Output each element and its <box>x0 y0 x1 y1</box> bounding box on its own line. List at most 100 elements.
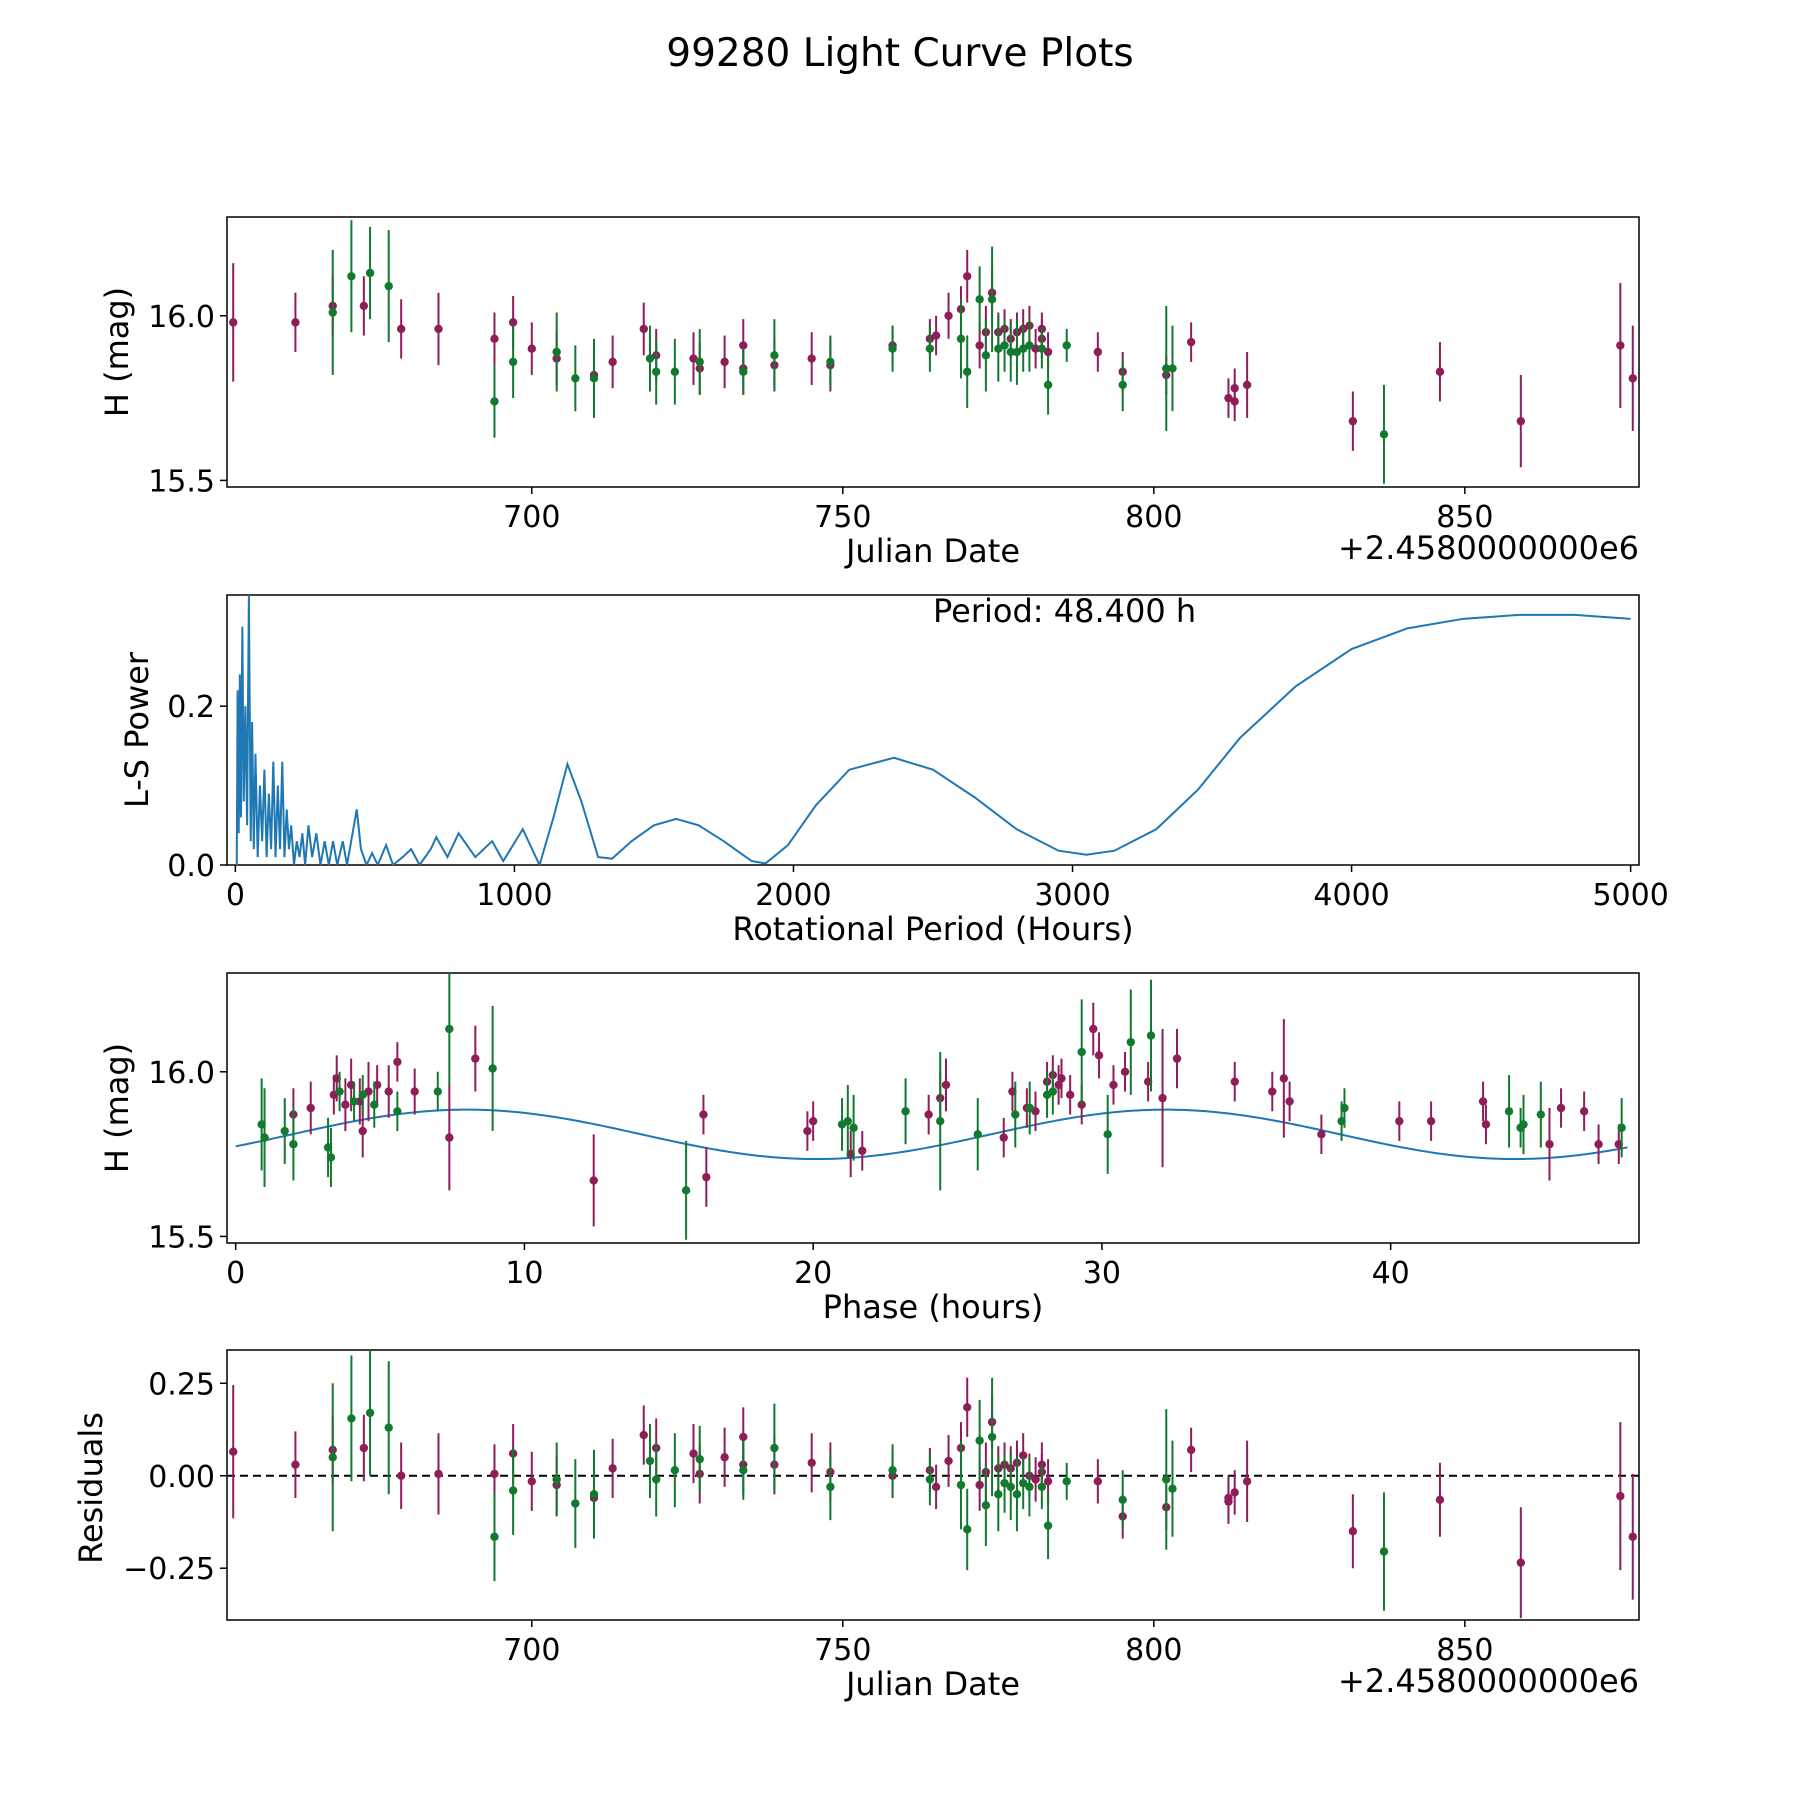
data-point <box>280 1126 289 1136</box>
data-point <box>858 1146 867 1156</box>
data-point <box>689 1449 698 1458</box>
panel-residuals-xlabel: Julian Date <box>844 1665 1020 1703</box>
periodogram-line <box>235 595 1631 865</box>
data-point <box>1616 1491 1625 1501</box>
data-point <box>670 367 680 376</box>
data-point <box>944 311 953 320</box>
data-point <box>1395 1116 1404 1126</box>
x-tick-label: 850 <box>1436 500 1493 535</box>
x-tick-label: 3000 <box>1034 878 1110 913</box>
data-point <box>571 374 580 383</box>
data-point <box>1279 1074 1289 1083</box>
data-point <box>645 1456 655 1466</box>
data-point <box>358 1126 367 1136</box>
data-point <box>1379 1547 1389 1556</box>
data-point <box>975 1480 984 1490</box>
x-tick-label: 800 <box>1125 1633 1182 1668</box>
data-point <box>1516 416 1526 426</box>
x-tick-label: 0 <box>226 878 245 913</box>
data-point <box>807 354 816 363</box>
data-point <box>359 301 369 311</box>
data-point <box>359 1443 369 1453</box>
data-point <box>1037 1482 1047 1492</box>
panel-periodogram-frame <box>226 594 1640 866</box>
data-point <box>807 1458 816 1468</box>
data-point <box>720 357 729 367</box>
x-tick-label: 850 <box>1436 1633 1493 1668</box>
panel-periodogram-data <box>235 595 1631 865</box>
data-point <box>963 272 972 281</box>
data-point <box>689 354 698 363</box>
data-point <box>699 1110 708 1119</box>
data-point <box>1120 1067 1130 1076</box>
data-point <box>1628 374 1637 383</box>
y-tick-label: −0.25 <box>123 1552 215 1587</box>
x-tick-label: 750 <box>814 500 871 535</box>
panel-residuals-data <box>227 1350 1639 1619</box>
data-point <box>924 1110 933 1119</box>
data-point <box>803 1126 812 1136</box>
panel-phased: 0 10 20 30 40 15.5 16.0 Phase (hours) H (mag) <box>98 972 1640 1326</box>
data-point <box>975 1436 984 1445</box>
data-point <box>384 1087 393 1096</box>
data-point <box>1126 1037 1135 1047</box>
x-tick-label: 40 <box>1372 1256 1410 1291</box>
data-point <box>370 1100 379 1109</box>
data-point <box>571 1499 580 1508</box>
data-point <box>1628 1532 1637 1541</box>
data-point <box>410 1087 419 1096</box>
data-point <box>1242 1477 1252 1486</box>
data-point <box>963 1525 972 1534</box>
data-point <box>981 351 991 360</box>
data-point <box>1426 1116 1436 1126</box>
data-point <box>1617 1123 1626 1132</box>
y-tick-label: 16.0 <box>148 300 215 335</box>
data-point <box>963 1403 972 1412</box>
series-magenta <box>229 1377 1637 1619</box>
data-point <box>589 1490 599 1499</box>
data-point <box>1011 1110 1020 1119</box>
data-point <box>901 1107 910 1116</box>
panel-raw: 700 750 800 850 15.5 16.0 Julian Date +2.4580… <box>98 216 1640 570</box>
data-point <box>260 1133 269 1142</box>
residuals-plot-area <box>227 1350 1639 1619</box>
data-point <box>1048 1087 1058 1096</box>
data-point <box>1089 1024 1098 1034</box>
x-tick-label: 0 <box>226 1256 245 1291</box>
data-point <box>445 1133 454 1142</box>
data-point <box>1000 341 1009 350</box>
data-point <box>434 1469 443 1479</box>
data-point <box>651 1475 661 1484</box>
data-point <box>1186 337 1196 347</box>
data-point <box>608 1464 617 1473</box>
x-tick-label: 10 <box>505 1256 543 1291</box>
data-point <box>1556 1103 1566 1113</box>
data-point <box>849 1123 858 1132</box>
data-point <box>552 1475 561 1484</box>
data-point <box>888 344 897 353</box>
data-point <box>490 334 499 344</box>
data-point <box>1545 1140 1554 1149</box>
panel-raw-xlabel: Julian Date <box>844 532 1020 570</box>
panel-raw-offset-label: +2.4580000000e6 <box>1338 529 1639 567</box>
data-point <box>936 1116 945 1126</box>
data-point <box>1025 341 1034 350</box>
data-point <box>527 344 536 353</box>
data-point <box>808 1116 818 1126</box>
data-point <box>739 367 748 376</box>
data-point <box>975 295 984 304</box>
data-point <box>999 1133 1008 1142</box>
panel-periodogram-ylabel: L-S Power <box>118 651 156 808</box>
data-point <box>843 1116 853 1126</box>
data-point <box>1057 1074 1066 1083</box>
y-tick-label: 15.5 <box>148 464 215 499</box>
y-tick-label: 0.00 <box>148 1460 215 1495</box>
data-point <box>1077 1047 1086 1057</box>
x-tick-label: 5000 <box>1592 878 1668 913</box>
data-point <box>931 331 941 340</box>
data-point <box>384 281 393 291</box>
data-point <box>396 1471 406 1480</box>
data-point <box>1340 1103 1349 1113</box>
series-magenta <box>229 249 1637 468</box>
